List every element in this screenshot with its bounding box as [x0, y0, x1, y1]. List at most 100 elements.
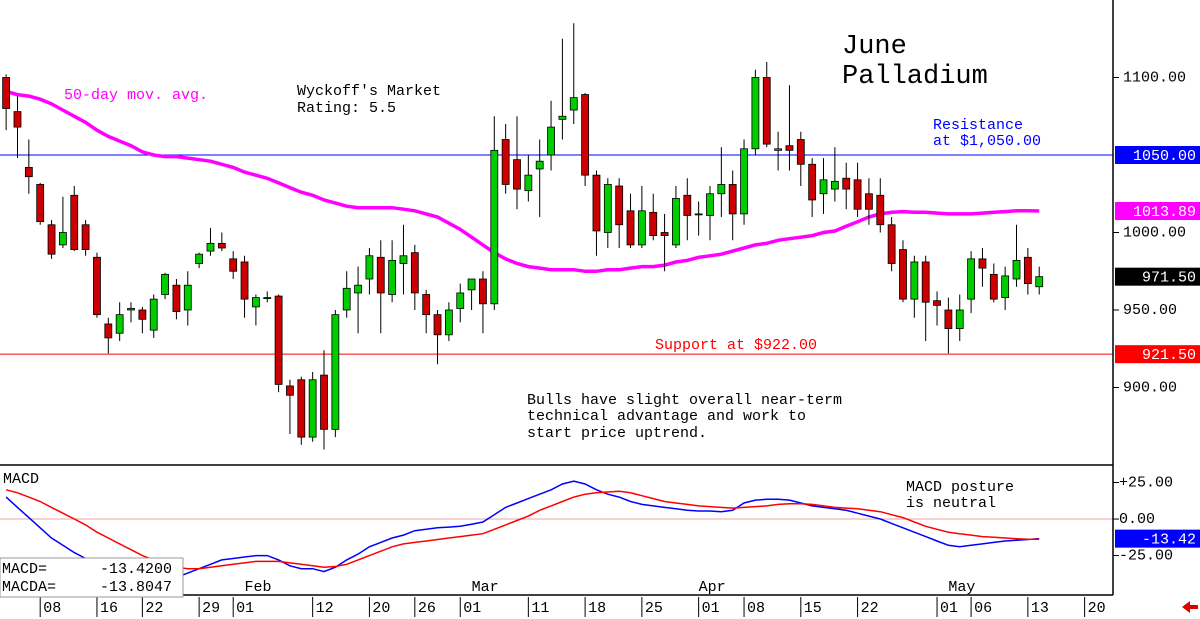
- month-label: Mar: [472, 579, 499, 596]
- candle-body: [853, 179, 862, 210]
- x-tick-label: 15: [804, 600, 822, 617]
- candle-body: [558, 115, 567, 120]
- candle-body: [286, 385, 294, 396]
- readout-box: [0, 557, 184, 598]
- candle-body: [762, 77, 771, 145]
- candle-body: [490, 149, 499, 305]
- candle-body: [808, 163, 817, 201]
- price-tag: [1115, 345, 1200, 364]
- level-text: at $1,050.00: [933, 133, 1041, 150]
- candle-body: [410, 252, 419, 294]
- candle-body: [444, 309, 453, 336]
- candle-body: [433, 314, 442, 336]
- candle-body: [706, 193, 714, 216]
- comment: start price uptrend.: [527, 425, 707, 442]
- comment: Bulls have slight overall near-term: [527, 392, 842, 409]
- candle-body: [524, 174, 533, 192]
- y-tick-label: 900.00: [1123, 379, 1177, 396]
- candle-body: [796, 139, 805, 165]
- candle-body: [206, 242, 215, 252]
- candle-body: [320, 374, 328, 430]
- candle-body: [36, 184, 45, 223]
- level-text: Resistance: [933, 117, 1023, 134]
- candle-body: [274, 295, 283, 385]
- candle-body: [615, 185, 624, 226]
- candle-body: [58, 232, 67, 246]
- x-tick-label: 13: [1031, 600, 1049, 617]
- candle-body: [785, 145, 794, 151]
- candle-body: [933, 300, 941, 306]
- candle-body: [217, 242, 226, 249]
- candle-body: [592, 174, 601, 232]
- candle-body: [944, 309, 953, 330]
- candle-body: [637, 210, 646, 246]
- candle-body: [376, 256, 385, 294]
- readout-value: -13.8047: [100, 579, 172, 596]
- candle-body: [876, 194, 885, 226]
- readout-name: MACDA=: [2, 579, 56, 596]
- candle-body: [229, 258, 238, 272]
- candle-body: [399, 255, 408, 264]
- candle-body: [899, 249, 907, 300]
- price-tag-label: 1050.00: [1133, 148, 1196, 165]
- y-tick-label: 1000.00: [1123, 224, 1186, 241]
- price-tag-label: 921.50: [1142, 347, 1196, 364]
- x-tick-label: 22: [145, 600, 163, 617]
- candle-body: [104, 323, 113, 339]
- month-label: May: [948, 579, 975, 596]
- level-text: Support at $922.00: [655, 337, 817, 354]
- candle-body: [149, 298, 158, 331]
- price-tag: [1115, 267, 1200, 286]
- candle-body: [978, 258, 987, 269]
- x-tick-label: 20: [372, 600, 390, 617]
- comment: technical advantage and work to: [527, 408, 806, 425]
- x-tick-label: 18: [588, 600, 606, 617]
- candle-body: [774, 148, 783, 151]
- candle-body: [70, 194, 79, 250]
- candle-body: [547, 126, 555, 156]
- candle-body: [955, 309, 964, 330]
- price-tag: [1115, 201, 1200, 220]
- x-tick-label: 01: [236, 600, 254, 617]
- candle-body: [24, 166, 33, 178]
- macd-comment: MACD posture: [906, 479, 1014, 496]
- candle-body: [842, 177, 851, 190]
- candle-body: [830, 180, 839, 190]
- candle-body: [172, 284, 181, 312]
- candle-body: [683, 194, 692, 216]
- candle-body: [195, 253, 204, 264]
- price-tag-label: 1013.89: [1133, 204, 1196, 221]
- price-tag: [1115, 146, 1200, 164]
- candle-body: [581, 94, 590, 176]
- candle-body: [1023, 256, 1032, 285]
- scroll-arrow[interactable]: [1182, 601, 1198, 613]
- month-label: Apr: [699, 579, 726, 596]
- candle-body: [13, 111, 22, 128]
- candle-body: [354, 284, 362, 294]
- candle-body: [297, 379, 306, 438]
- x-tick-label: 08: [43, 600, 61, 617]
- x-tick-label: 22: [861, 600, 879, 617]
- x-tick-label: 26: [418, 600, 436, 617]
- y-tick-label: +25.00: [1119, 474, 1173, 491]
- candle-body: [921, 261, 930, 303]
- candle-body: [910, 261, 919, 300]
- candle-body: [535, 160, 544, 170]
- candle-body: [728, 184, 737, 215]
- rating: Rating: 5.5: [297, 100, 396, 117]
- chart-title: June: [842, 32, 907, 62]
- candle-body: [308, 379, 317, 438]
- candle-body: [456, 292, 465, 309]
- candle-body: [1001, 275, 1010, 298]
- x-tick-label: 25: [645, 600, 663, 617]
- ma-line: [5, 89, 1040, 274]
- rating: Wyckoff's Market: [297, 83, 441, 100]
- candle-body: [127, 308, 135, 311]
- x-tick-label: 11: [531, 600, 549, 617]
- readout-name: MACD=: [2, 561, 47, 578]
- candle-body: [603, 184, 612, 233]
- candle-body: [2, 77, 11, 109]
- candle-body: [501, 139, 510, 185]
- candle-body: [251, 297, 260, 308]
- y-tick-label: -25.00: [1119, 548, 1173, 565]
